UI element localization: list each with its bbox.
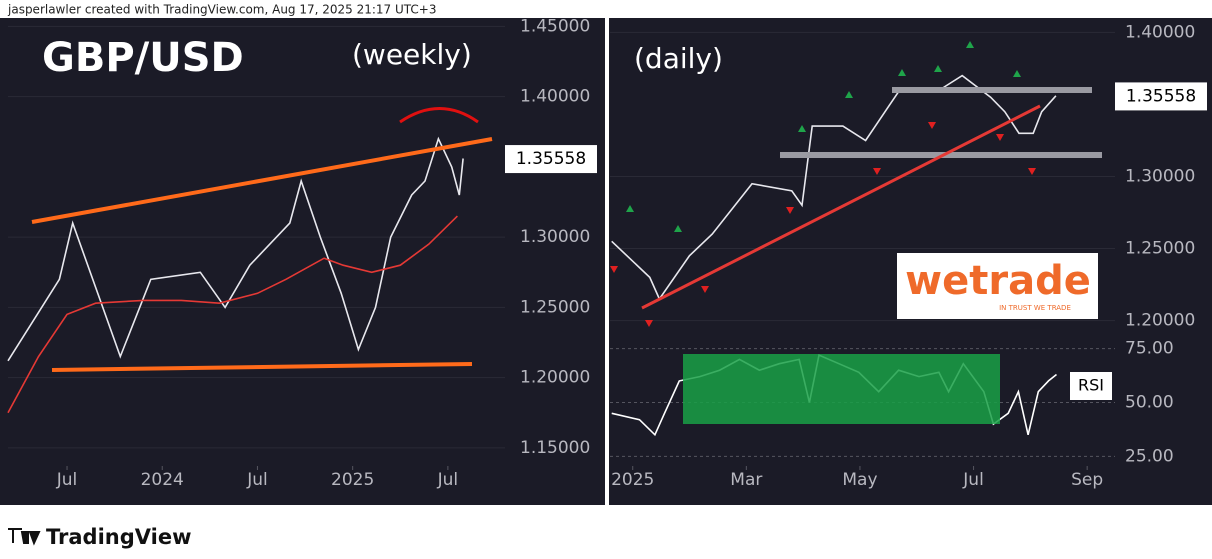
price-label: 1.35558 <box>516 149 586 169</box>
header-text: jasperlawler created with TradingView.co… <box>7 3 436 17</box>
left-panel <box>0 18 605 505</box>
x-tick-label: Sep <box>1071 470 1103 490</box>
x-tick-label: Mar <box>730 470 762 490</box>
series-line <box>611 74 1057 301</box>
y-tick-label: 1.45000 <box>520 16 590 36</box>
y-tick-label: 1.40000 <box>1125 22 1195 42</box>
y-tick-label: 1.25000 <box>520 297 590 317</box>
rsi-label: RSI <box>1078 376 1104 395</box>
y-tick-label: 75.00 <box>1125 339 1174 359</box>
price-label: 1.35558 <box>1126 86 1196 106</box>
tv-logo <box>8 528 41 546</box>
support-line <box>51 362 473 372</box>
rsi-label-box <box>1070 372 1112 400</box>
logo-box <box>897 253 1098 319</box>
trend-line <box>31 137 493 224</box>
x-tick-label: Jul <box>437 470 459 490</box>
logo-name: wetrade <box>905 258 1091 304</box>
down-markers <box>610 122 1036 327</box>
price-label-box <box>505 145 597 174</box>
x-tick-label: Jul <box>962 470 984 490</box>
price-label-box <box>1115 82 1207 111</box>
x-tick-label: Jul <box>56 470 78 490</box>
chart-subtitle: (weekly) <box>352 38 472 71</box>
x-tick-label: 2025 <box>331 470 374 490</box>
y-tick-label: 25.00 <box>1125 446 1174 466</box>
x-tick-label: Jul <box>246 470 268 490</box>
chart-title: GBP/USD <box>42 35 244 81</box>
y-tick-label: 1.30000 <box>520 227 590 247</box>
y-tick-label: 50.00 <box>1125 393 1174 413</box>
series-line <box>7 215 458 414</box>
chart-title: (daily) <box>634 42 723 75</box>
trend-line <box>641 104 1041 310</box>
y-tick-label: 1.25000 <box>1125 239 1195 259</box>
y-tick-label: 1.40000 <box>520 87 590 107</box>
x-tick-label: 2025 <box>611 470 654 490</box>
y-tick-label: 1.20000 <box>1125 311 1195 331</box>
footer-brand: TradingView <box>46 525 191 549</box>
series-line <box>7 136 464 362</box>
logo-tagline: IN TRUST WE TRADE <box>999 304 1071 312</box>
top-arc <box>399 107 479 124</box>
y-tick-label: 1.20000 <box>520 368 590 388</box>
y-tick-label: 1.15000 <box>520 438 590 458</box>
x-tick-label: May <box>842 470 877 490</box>
rsi-zone <box>683 354 1000 424</box>
y-tick-label: 1.30000 <box>1125 167 1195 187</box>
up-markers <box>626 41 1021 232</box>
x-tick-label: 2024 <box>141 470 184 490</box>
